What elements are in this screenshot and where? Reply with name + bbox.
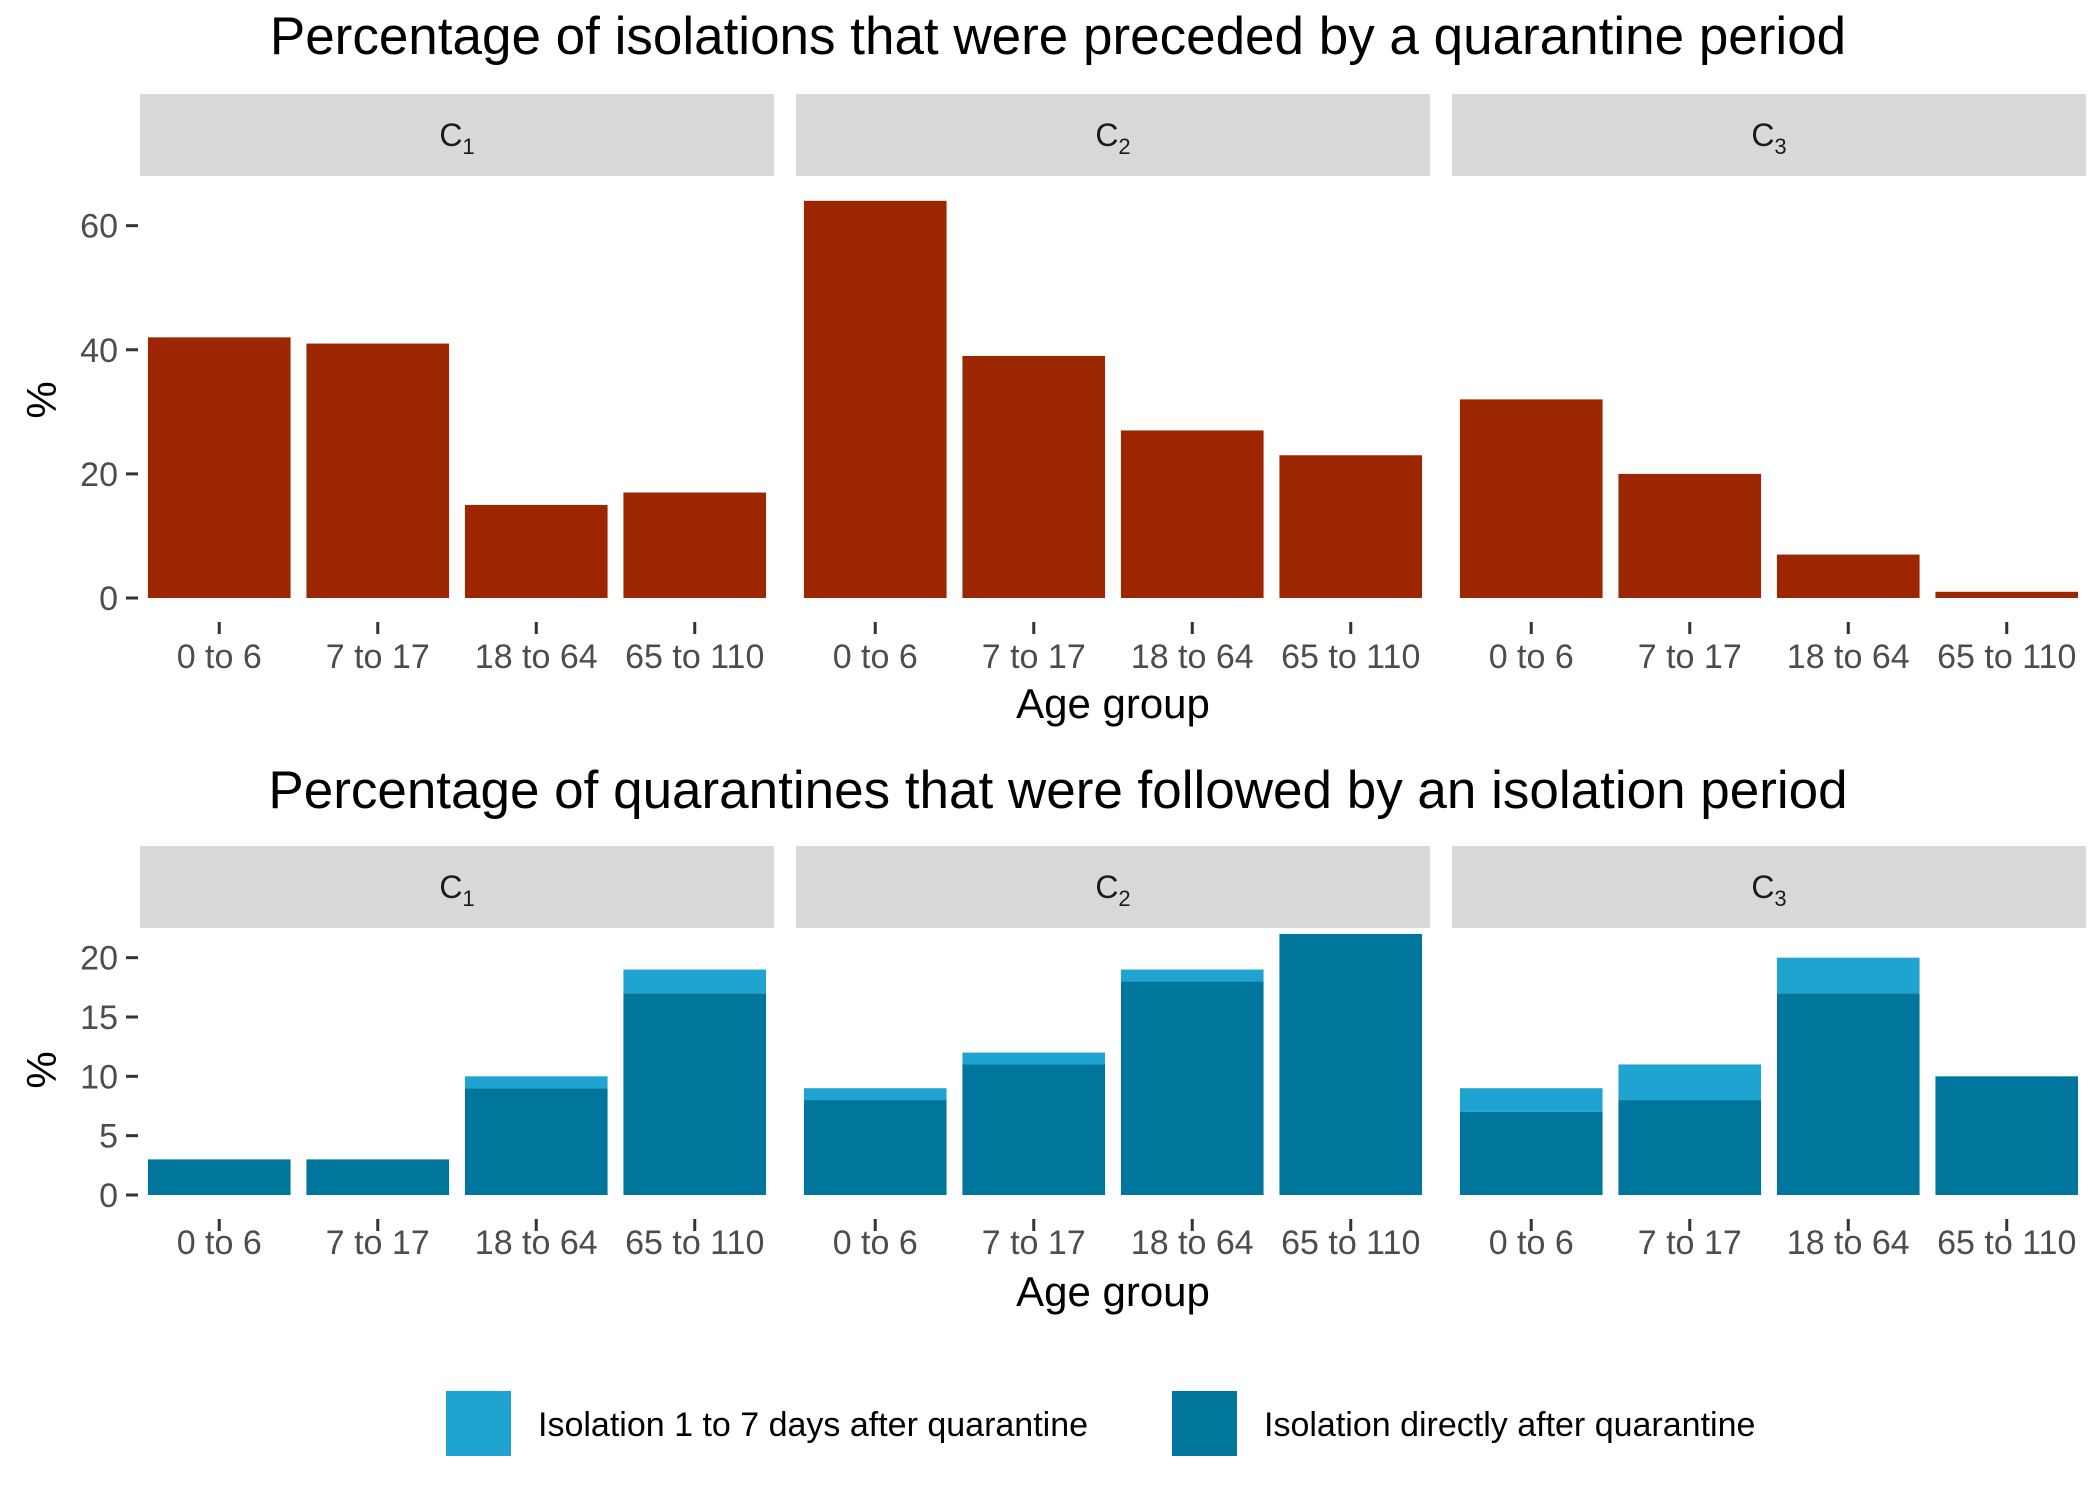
bar-segment xyxy=(962,1052,1106,1065)
x-tick-label: 7 to 17 xyxy=(326,638,430,676)
facet-strip xyxy=(140,94,774,176)
x-tick-label: 7 to 17 xyxy=(982,1224,1086,1262)
x-tick-label: 18 to 64 xyxy=(1787,1224,1910,1262)
bar xyxy=(1120,430,1264,598)
bar-segment xyxy=(464,1076,608,1089)
x-tick-label: 0 to 6 xyxy=(1489,1224,1574,1262)
bar-segment xyxy=(962,1064,1106,1195)
bar xyxy=(803,200,947,598)
facet-label: C1 xyxy=(439,117,474,159)
bar xyxy=(1776,554,1920,598)
bar xyxy=(147,337,291,598)
bar-segment xyxy=(147,1159,291,1195)
x-tick-label: 65 to 110 xyxy=(1937,1224,2076,1262)
facet-strip xyxy=(796,94,1430,176)
bar-segment xyxy=(623,969,767,994)
facet-label: C1 xyxy=(439,869,474,911)
facet-strip xyxy=(1452,94,2086,176)
x-tick-label: 7 to 17 xyxy=(1638,638,1742,676)
bar xyxy=(962,355,1106,598)
x-tick-label: 0 to 6 xyxy=(177,638,262,676)
facet-label: C2 xyxy=(1095,869,1130,911)
bottom-chart-title: Percentage of quarantines that were foll… xyxy=(268,761,1847,820)
bar xyxy=(306,343,450,598)
bar xyxy=(623,492,767,598)
y-tick-label: 20 xyxy=(80,456,118,494)
top-y-axis-title: % xyxy=(18,381,65,418)
bar-segment xyxy=(803,1100,947,1195)
bar-segment xyxy=(1776,993,1920,1195)
x-tick-label: 65 to 110 xyxy=(1937,638,2076,676)
bar-segment xyxy=(1618,1100,1762,1195)
x-tick-label: 7 to 17 xyxy=(326,1224,430,1262)
top-x-axis-title: Age group xyxy=(1016,680,1210,727)
bar-segment xyxy=(803,1088,947,1101)
x-tick-label: 7 to 17 xyxy=(1638,1224,1742,1262)
facet-strip xyxy=(796,846,1430,928)
x-tick-label: 0 to 6 xyxy=(833,1224,918,1262)
bar xyxy=(464,504,608,598)
x-tick-label: 65 to 110 xyxy=(1281,1224,1420,1262)
top-chart-title: Percentage of isolations that were prece… xyxy=(270,7,1846,66)
bar-segment xyxy=(1618,1064,1762,1101)
x-tick-label: 0 to 6 xyxy=(833,638,918,676)
x-tick-label: 0 to 6 xyxy=(177,1224,262,1262)
x-tick-label: 18 to 64 xyxy=(475,1224,598,1262)
facet-label: C3 xyxy=(1751,117,1786,159)
bottom-x-axis-title: Age group xyxy=(1016,1268,1210,1315)
legend-swatch-isolation-directly xyxy=(1172,1391,1237,1456)
bar-segment xyxy=(306,1159,450,1195)
facet-label: C2 xyxy=(1095,117,1130,159)
legend-label-isolation-1-to-7-days: Isolation 1 to 7 days after quarantine xyxy=(538,1406,1088,1444)
x-tick-label: 7 to 17 xyxy=(982,638,1086,676)
x-tick-label: 65 to 110 xyxy=(625,1224,764,1262)
facet-strip xyxy=(1452,846,2086,928)
y-tick-label: 60 xyxy=(80,208,118,246)
bar xyxy=(1935,591,2079,598)
bar-segment xyxy=(1776,957,1920,994)
legend-swatch-isolation-1-to-7-days xyxy=(446,1391,511,1456)
bottom-y-axis-title: % xyxy=(18,1051,65,1088)
bar xyxy=(1618,473,1762,598)
facet-label: C3 xyxy=(1751,869,1786,911)
bar xyxy=(1279,455,1423,598)
legend-label-isolation-directly: Isolation directly after quarantine xyxy=(1264,1406,1755,1444)
bar-segment xyxy=(1459,1088,1603,1112)
y-tick-label: 10 xyxy=(80,1058,118,1096)
y-tick-label: 0 xyxy=(99,580,118,618)
x-tick-label: 65 to 110 xyxy=(1281,638,1420,676)
x-tick-label: 65 to 110 xyxy=(625,638,764,676)
bar-segment xyxy=(1459,1111,1603,1195)
x-tick-label: 0 to 6 xyxy=(1489,638,1574,676)
bar-segment xyxy=(1935,1076,2079,1195)
bar-segment xyxy=(1120,981,1264,1195)
x-tick-label: 18 to 64 xyxy=(475,638,598,676)
facet-strip xyxy=(140,846,774,928)
y-tick-label: 5 xyxy=(99,1118,118,1156)
bar-segment xyxy=(1279,933,1423,1195)
bar-segment xyxy=(623,993,767,1195)
x-tick-label: 18 to 64 xyxy=(1131,1224,1254,1262)
y-tick-label: 0 xyxy=(99,1177,118,1215)
y-tick-label: 40 xyxy=(80,332,118,370)
x-tick-label: 18 to 64 xyxy=(1131,638,1254,676)
bar-segment xyxy=(1120,969,1264,982)
bar-segment xyxy=(464,1088,608,1195)
y-tick-label: 15 xyxy=(80,999,118,1037)
bar xyxy=(1459,399,1603,598)
x-tick-label: 18 to 64 xyxy=(1787,638,1910,676)
y-tick-label: 20 xyxy=(80,940,118,978)
